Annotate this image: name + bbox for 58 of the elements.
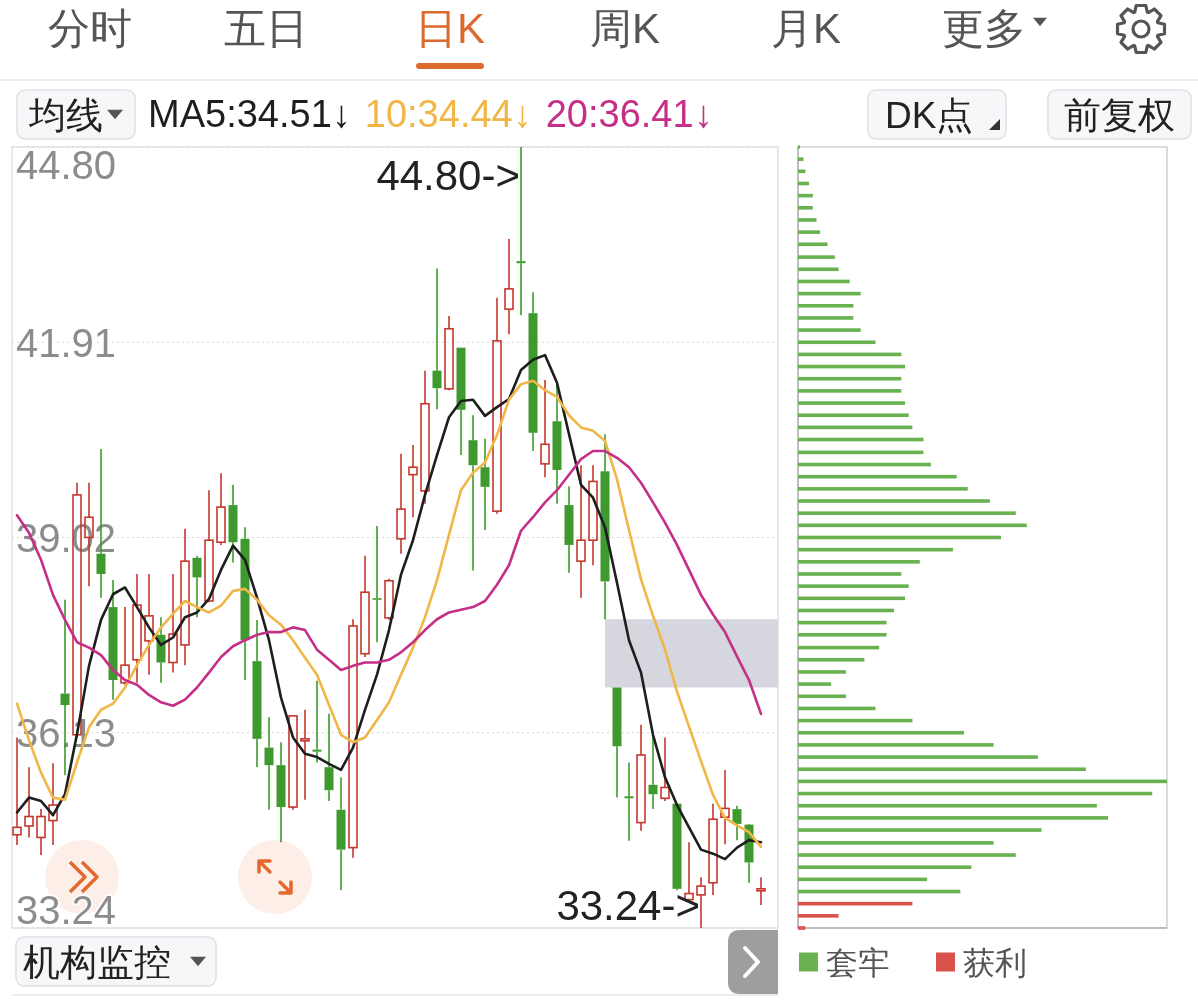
bar bbox=[798, 157, 804, 161]
bar bbox=[798, 584, 909, 588]
bar bbox=[798, 499, 990, 503]
bar bbox=[798, 914, 839, 918]
bar bbox=[798, 682, 832, 686]
text: 更多 bbox=[942, 5, 1026, 52]
bar bbox=[798, 730, 965, 735]
legend-label: 10:34.44↓ bbox=[364, 93, 532, 135]
bar bbox=[798, 230, 821, 234]
bar bbox=[798, 413, 909, 418]
bar bbox=[798, 670, 846, 674]
bar bbox=[798, 572, 902, 576]
annotation: 33.24-> bbox=[556, 882, 700, 929]
bar bbox=[798, 803, 1097, 808]
legend-label: 套牢 bbox=[826, 944, 890, 981]
legend-label: 20:36.41↓ bbox=[545, 93, 713, 135]
text: 日K bbox=[414, 5, 486, 52]
bar bbox=[798, 511, 1016, 515]
bar bbox=[798, 389, 902, 393]
y-tick-label: 44.80 bbox=[16, 142, 117, 187]
bar bbox=[798, 657, 865, 662]
legend-label: 获利 bbox=[963, 944, 1027, 981]
text: 月K bbox=[770, 5, 842, 52]
text: 周K bbox=[589, 5, 661, 52]
annotation: 44.80-> bbox=[376, 152, 520, 199]
bar bbox=[798, 218, 817, 222]
bar bbox=[798, 841, 994, 845]
bar bbox=[798, 487, 968, 491]
bar bbox=[798, 767, 1086, 772]
bar bbox=[798, 743, 994, 747]
y-tick-label: 41.91 bbox=[16, 320, 117, 365]
bar bbox=[798, 816, 1108, 820]
bar bbox=[798, 853, 1016, 857]
bar bbox=[798, 316, 854, 320]
bar bbox=[798, 376, 902, 381]
bar bbox=[798, 303, 854, 308]
bar bbox=[798, 255, 835, 259]
text: 五日 bbox=[224, 5, 308, 52]
bar bbox=[798, 828, 1042, 832]
bar bbox=[798, 755, 1038, 759]
text: 分时 bbox=[48, 5, 132, 52]
bar bbox=[798, 560, 920, 564]
bar bbox=[798, 694, 846, 699]
bar bbox=[798, 242, 828, 247]
text: DK点 bbox=[885, 94, 974, 136]
text: 机构监控 bbox=[23, 941, 171, 983]
bar bbox=[798, 328, 861, 332]
bar bbox=[798, 206, 813, 210]
bar bbox=[798, 632, 887, 637]
bar bbox=[798, 926, 806, 930]
bar bbox=[798, 865, 972, 869]
bar bbox=[798, 267, 839, 272]
bar bbox=[798, 401, 906, 405]
text: 均线 bbox=[28, 94, 103, 136]
bar bbox=[798, 340, 876, 345]
y-tick-label: 33.24 bbox=[16, 888, 117, 932]
legend-label: MA5:34.51↓ bbox=[148, 93, 351, 135]
text: 前复权 bbox=[1064, 94, 1175, 136]
